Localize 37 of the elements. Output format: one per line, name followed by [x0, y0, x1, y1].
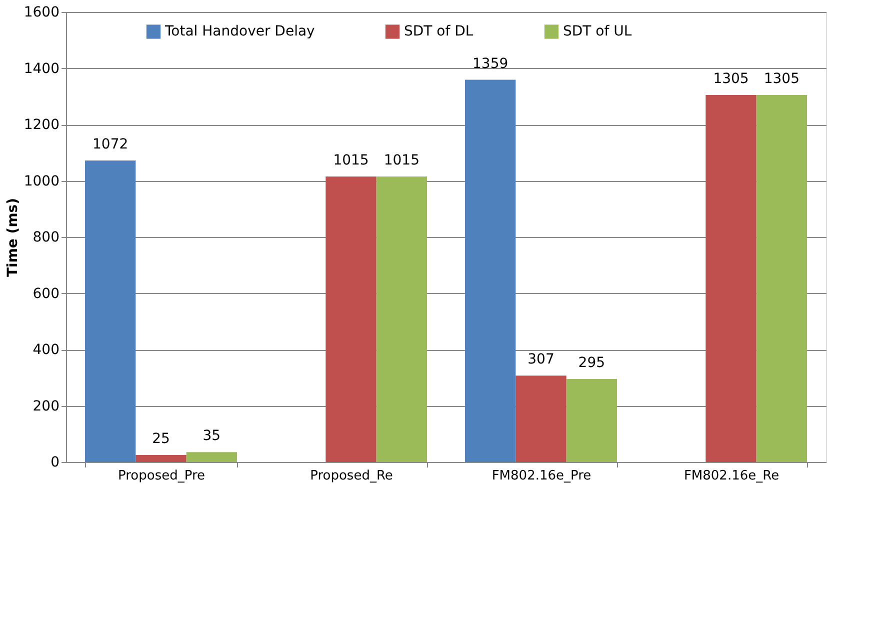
- data-label: 1305: [764, 70, 800, 87]
- y-axis-title: Time (ms): [4, 198, 21, 278]
- bar: [516, 376, 566, 462]
- bar: [326, 176, 376, 462]
- y-tick-label: 1600: [24, 4, 60, 20]
- bar: [376, 176, 427, 462]
- bar: [566, 379, 617, 462]
- data-label: 1015: [333, 152, 369, 169]
- data-label: 1072: [92, 136, 128, 152]
- legend-label: SDT of DL: [404, 24, 474, 40]
- x-tick-label: Proposed_Pre: [118, 468, 206, 484]
- y-tick-label: 200: [32, 398, 60, 414]
- data-label: 307: [528, 352, 554, 368]
- legend-label: SDT of UL: [563, 24, 632, 40]
- y-tick-label: 1400: [24, 60, 60, 77]
- legend-label: Total Handover Delay: [164, 24, 315, 40]
- bar: [85, 160, 136, 462]
- bar: [186, 452, 237, 462]
- data-label: 35: [202, 428, 221, 444]
- bar: [465, 80, 516, 462]
- y-tick-label: 0: [50, 454, 60, 470]
- bar: [706, 94, 756, 462]
- data-label: 25: [152, 430, 170, 447]
- x-tick-label: Proposed_Re: [310, 468, 393, 484]
- bar: [756, 94, 807, 462]
- data-label: 1015: [384, 152, 420, 169]
- data-label: 1359: [472, 56, 508, 72]
- y-tick-label: 600: [32, 286, 60, 302]
- y-tick-label: 1000: [24, 173, 60, 190]
- y-tick-label: 400: [32, 342, 60, 358]
- data-label: 295: [578, 355, 606, 372]
- y-tick-label: 1200: [24, 117, 60, 133]
- x-tick-label: FM802.16e_Pre: [492, 468, 592, 484]
- bar: [136, 454, 186, 462]
- data-label: 1305: [713, 70, 749, 87]
- x-tick-label: FM802.16e_Re: [684, 468, 780, 484]
- y-tick-label: 800: [32, 230, 60, 246]
